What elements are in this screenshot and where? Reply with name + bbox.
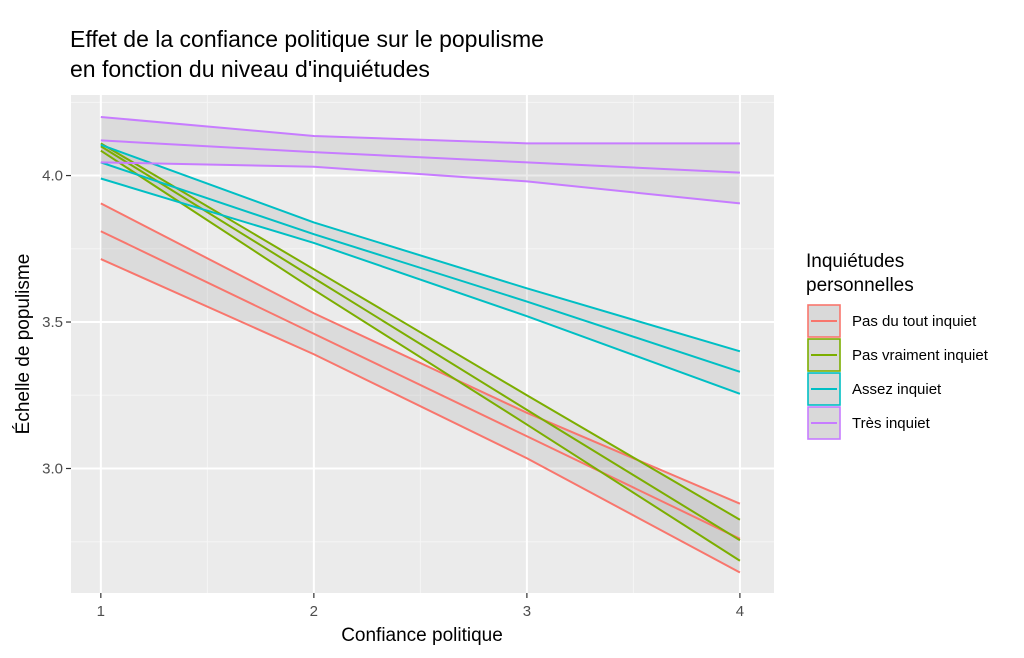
ribbon-layer <box>100 116 740 573</box>
legend: Inquiétudes personnelles Pas du tout inq… <box>806 251 989 440</box>
ribbon-series-3 <box>100 116 740 204</box>
x-tick-label: 1 <box>97 603 105 620</box>
ribbon-series-0 <box>100 203 740 573</box>
legend-title-line-1: Inquiétudes <box>806 251 904 272</box>
legend-items: Pas du tout inquiet Pas vraiment inquiet A… <box>807 304 989 440</box>
line-series-3-upper <box>100 115 740 145</box>
line-series-2-lower <box>100 177 741 395</box>
axis-layer: 1 2 3 4 3.0 3.5 4.0 <box>42 168 744 620</box>
line-series-1-lower <box>100 149 741 562</box>
grid-layer <box>71 95 774 593</box>
line-series-2-upper <box>100 143 741 353</box>
ribbon-series-1 <box>100 143 740 561</box>
line-layer <box>100 115 741 574</box>
x-axis-title: Confiance politique <box>341 625 503 646</box>
ribbon-series-2 <box>100 144 740 394</box>
y-axis-title: Échelle de populisme <box>13 254 34 435</box>
y-tick-label: 3.5 <box>42 314 63 331</box>
line-series-0-fit <box>100 230 741 540</box>
legend-label-1: Pas vraiment inquiet <box>852 347 989 364</box>
x-tick-label: 3 <box>523 603 531 620</box>
line-series-1-fit <box>100 145 741 542</box>
x-tick-label: 2 <box>310 603 318 620</box>
line-series-3-lower <box>100 161 741 205</box>
line-series-2-fit <box>100 161 741 373</box>
x-tick-label: 4 <box>736 603 744 620</box>
legend-title-line-2: personnelles <box>806 275 914 296</box>
line-series-3-fit <box>100 139 740 174</box>
legend-label-0: Pas du tout inquiet <box>852 313 977 330</box>
line-series-1-upper <box>100 142 741 521</box>
y-tick-label: 4.0 <box>42 168 63 185</box>
line-series-0-lower <box>100 258 741 574</box>
legend-label-2: Assez inquiet <box>852 381 942 398</box>
chart-title-line-1: Effet de la confiance politique sur le p… <box>70 26 544 52</box>
chart-title-line-2: en fonction du niveau d'inquiétudes <box>70 56 430 82</box>
y-tick-label: 3.0 <box>42 461 63 478</box>
legend-label-3: Très inquiet <box>852 415 931 432</box>
